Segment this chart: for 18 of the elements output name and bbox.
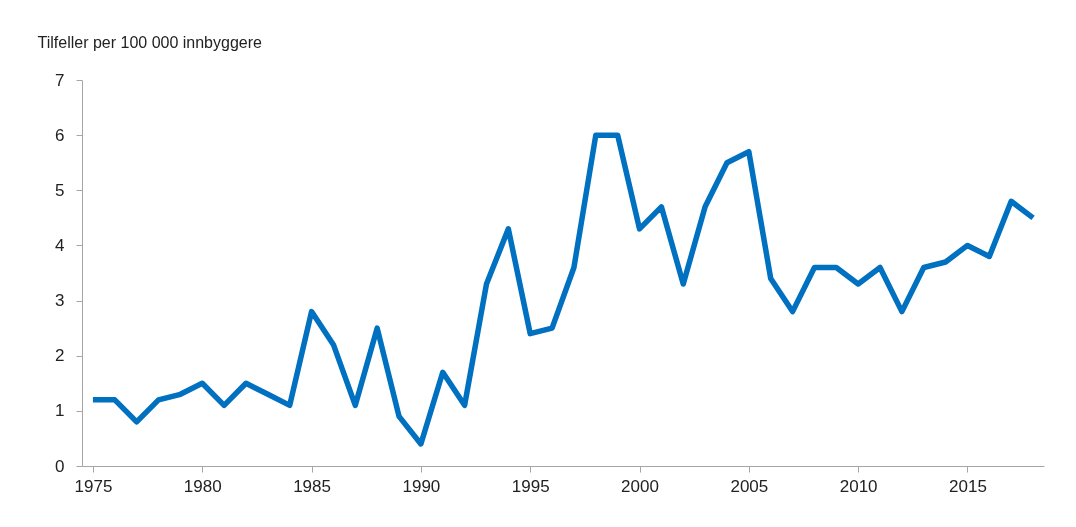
- y-tick-label: 7: [55, 70, 65, 90]
- x-tick-label: 2015: [949, 476, 987, 496]
- x-tick-label: 1980: [183, 476, 222, 496]
- x-tick-label: 2010: [839, 476, 878, 496]
- y-tick-label: 4: [55, 235, 65, 255]
- x-tick-label: 1985: [293, 476, 331, 496]
- y-tick-label: 3: [55, 291, 65, 311]
- y-axis-title: Tilfeller per 100 000 innbyggere: [37, 33, 263, 51]
- x-tick-label: 2000: [621, 476, 659, 496]
- y-tick-label: 1: [55, 401, 65, 421]
- y-tick-label: 0: [55, 456, 65, 476]
- x-tick-label: 1995: [511, 476, 550, 496]
- y-tick-label: 6: [55, 125, 65, 145]
- y-tick-label: 2: [55, 346, 65, 366]
- y-tick-label: 5: [55, 180, 65, 200]
- x-tick-label: 1990: [402, 476, 441, 496]
- x-tick-label: 1975: [74, 476, 113, 496]
- x-tick-label: 2005: [730, 476, 769, 496]
